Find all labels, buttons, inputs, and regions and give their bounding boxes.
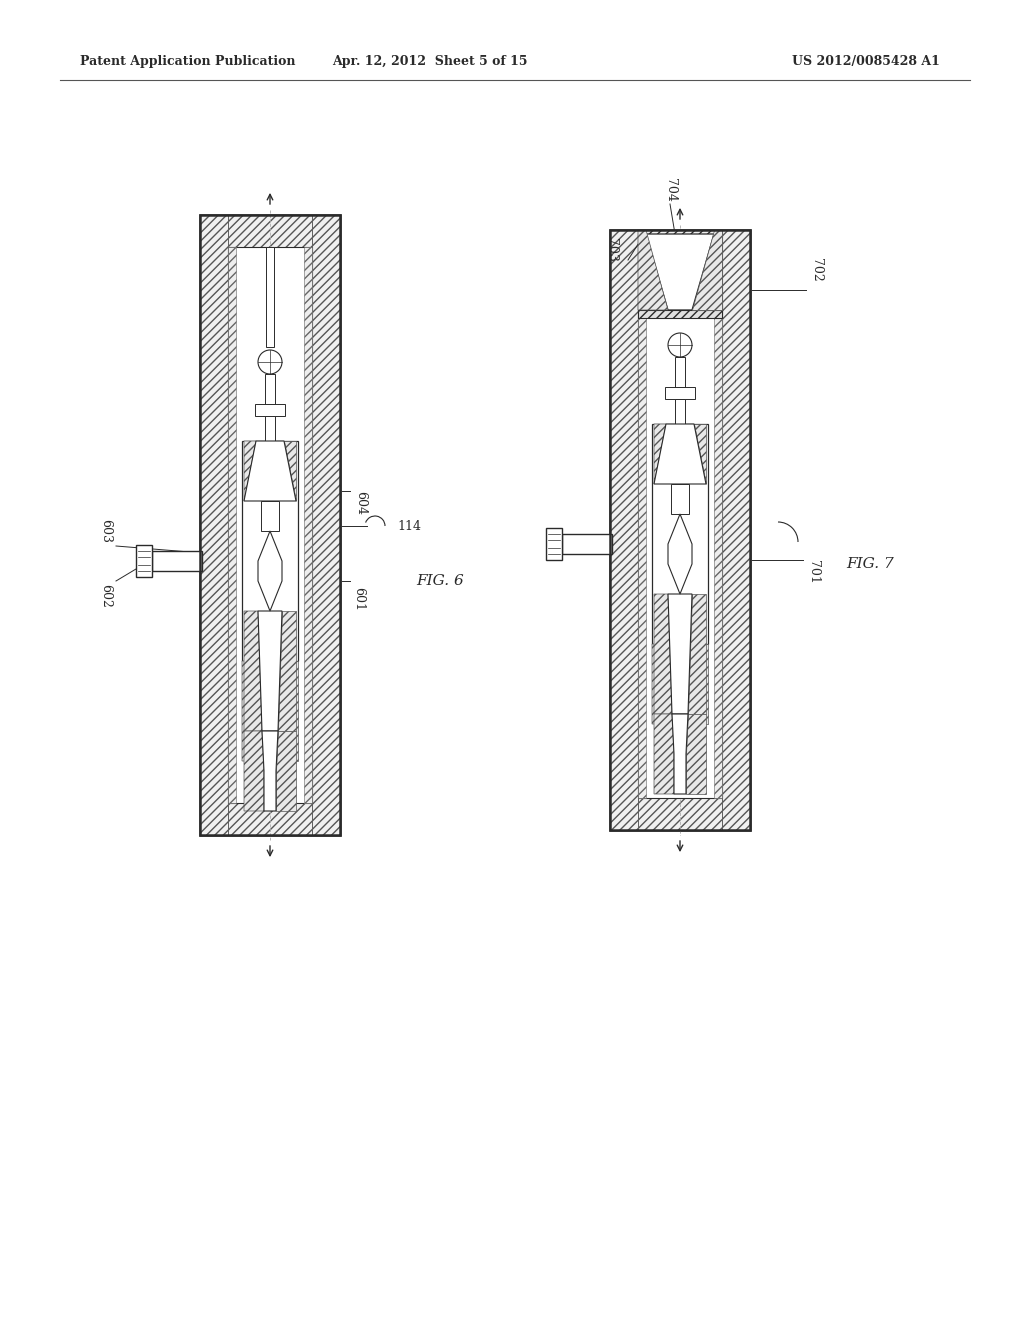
Bar (228, 803, 312, 836)
Polygon shape (258, 611, 282, 731)
Bar (136, 545, 152, 577)
Bar (610, 230, 750, 830)
Text: 604: 604 (354, 491, 367, 515)
Bar (265, 416, 275, 441)
Bar (266, 247, 274, 347)
Polygon shape (672, 714, 688, 795)
Polygon shape (258, 531, 282, 611)
Polygon shape (694, 424, 706, 484)
Bar (638, 305, 646, 799)
Polygon shape (244, 611, 262, 731)
Polygon shape (242, 661, 267, 762)
Polygon shape (244, 731, 264, 810)
Bar (675, 399, 685, 424)
Polygon shape (683, 644, 708, 723)
Bar (228, 215, 312, 247)
Bar (638, 230, 722, 310)
Polygon shape (264, 661, 276, 762)
Bar (722, 230, 750, 830)
Polygon shape (674, 644, 686, 723)
Bar (610, 230, 638, 830)
Polygon shape (652, 644, 677, 723)
Polygon shape (686, 714, 706, 795)
Polygon shape (692, 230, 722, 310)
Bar (255, 404, 285, 416)
Bar (638, 310, 722, 318)
Polygon shape (668, 594, 692, 714)
Text: 114: 114 (397, 520, 421, 532)
Bar (638, 799, 722, 830)
Circle shape (668, 333, 692, 356)
Polygon shape (654, 594, 672, 714)
Bar (200, 215, 340, 836)
Text: Patent Application Publication: Patent Application Publication (80, 55, 296, 69)
Polygon shape (276, 731, 296, 810)
Text: 704: 704 (664, 178, 677, 202)
Text: FIG. 7: FIG. 7 (846, 557, 894, 572)
Polygon shape (284, 441, 296, 502)
Bar (652, 424, 708, 644)
Bar (304, 247, 312, 803)
Bar (714, 305, 722, 799)
Bar (665, 387, 695, 399)
Bar (200, 215, 340, 836)
Polygon shape (668, 513, 692, 594)
Text: 602: 602 (99, 583, 113, 609)
Text: FIG. 6: FIG. 6 (416, 574, 464, 587)
Bar (638, 305, 722, 799)
Polygon shape (244, 441, 296, 502)
Bar (152, 550, 202, 572)
Polygon shape (638, 230, 668, 310)
Circle shape (258, 350, 282, 374)
Bar (312, 215, 340, 836)
Bar (562, 535, 612, 554)
Bar (675, 356, 685, 387)
Polygon shape (278, 611, 296, 731)
Text: US 2012/0085428 A1: US 2012/0085428 A1 (793, 55, 940, 69)
Bar (242, 441, 298, 661)
Polygon shape (646, 234, 714, 310)
Polygon shape (654, 714, 674, 795)
Bar (546, 528, 562, 560)
Bar (228, 247, 312, 803)
Text: 703: 703 (605, 238, 618, 261)
Text: 601: 601 (352, 587, 365, 611)
Text: 603: 603 (99, 519, 113, 543)
Polygon shape (654, 424, 666, 484)
Polygon shape (688, 594, 706, 714)
Text: 702: 702 (810, 259, 823, 282)
Bar (610, 230, 750, 830)
Bar (228, 247, 236, 803)
Bar (265, 374, 275, 404)
Polygon shape (244, 441, 256, 502)
Bar (671, 484, 689, 513)
Polygon shape (262, 731, 278, 810)
Bar (200, 215, 228, 836)
Text: Apr. 12, 2012  Sheet 5 of 15: Apr. 12, 2012 Sheet 5 of 15 (332, 55, 527, 69)
Polygon shape (273, 661, 298, 762)
Bar (261, 502, 279, 531)
Text: 701: 701 (807, 560, 820, 583)
Polygon shape (654, 424, 706, 484)
